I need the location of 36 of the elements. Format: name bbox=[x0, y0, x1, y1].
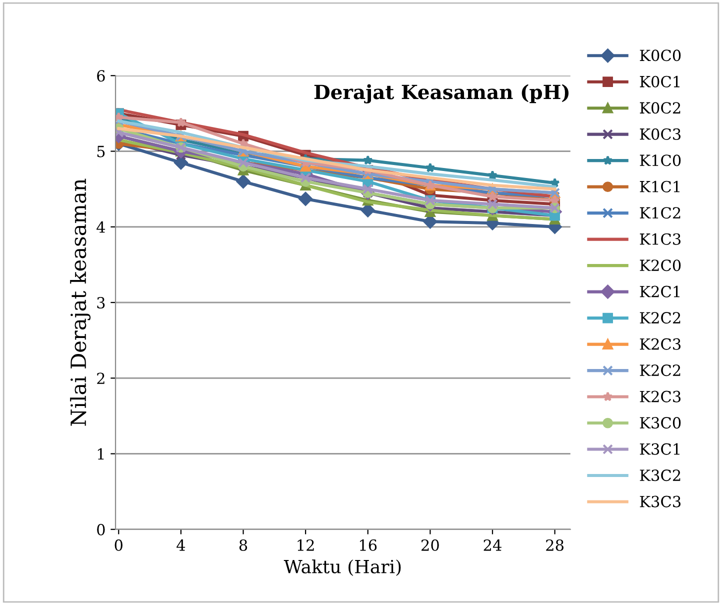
legend-label: K0C2 bbox=[640, 102, 680, 114]
x-tick-label: 0 bbox=[114, 539, 122, 551]
y-tick-label: 3 bbox=[97, 296, 105, 309]
x-tick-label: 16 bbox=[360, 539, 377, 551]
y-tick-label: 2 bbox=[97, 372, 104, 384]
y-axis-title: Nilai Derajat keasaman bbox=[70, 178, 91, 426]
x-axis-title: Waktu (Hari) bbox=[284, 559, 401, 576]
legend-label: K0C0 bbox=[640, 50, 681, 62]
x-tick-label: 28 bbox=[546, 539, 564, 551]
legend-label: K2C0 bbox=[640, 260, 681, 272]
y-tick-label: 5 bbox=[97, 146, 105, 158]
legend-label: K1C1 bbox=[640, 180, 680, 192]
legend-label: K3C0 bbox=[640, 417, 681, 429]
legend-label: K3C2 bbox=[640, 470, 680, 482]
legend-label: K1C0 bbox=[640, 154, 681, 166]
y-tick-label: 4 bbox=[96, 221, 106, 233]
chart-title: Derajat Keasaman (pH) bbox=[314, 84, 569, 104]
legend-label: K0C1 bbox=[640, 76, 680, 88]
legend-label: K2C2 bbox=[640, 364, 680, 376]
x-tick-label: 24 bbox=[484, 539, 502, 551]
legend-label: K2C3 bbox=[640, 390, 681, 402]
legend-label: K0C3 bbox=[640, 128, 681, 140]
legend-label: K1C2 bbox=[640, 207, 680, 219]
legend-label: K3C3 bbox=[640, 496, 681, 508]
legend-label: K3C1 bbox=[640, 443, 680, 455]
y-tick-label: 0 bbox=[97, 524, 105, 536]
legend-label: K2C1 bbox=[640, 286, 680, 298]
x-tick-label: 8 bbox=[239, 539, 248, 551]
legend-label: K2C3 bbox=[640, 338, 681, 350]
x-tick-label: 4 bbox=[176, 539, 186, 551]
legend-label: K1C3 bbox=[640, 233, 681, 245]
x-tick-label: 20 bbox=[422, 539, 439, 551]
y-tick-label: 1 bbox=[98, 448, 104, 460]
legend-label: K2C2 bbox=[640, 312, 680, 324]
x-tick-label: 12 bbox=[298, 539, 314, 551]
y-tick-label: 6 bbox=[97, 70, 105, 82]
